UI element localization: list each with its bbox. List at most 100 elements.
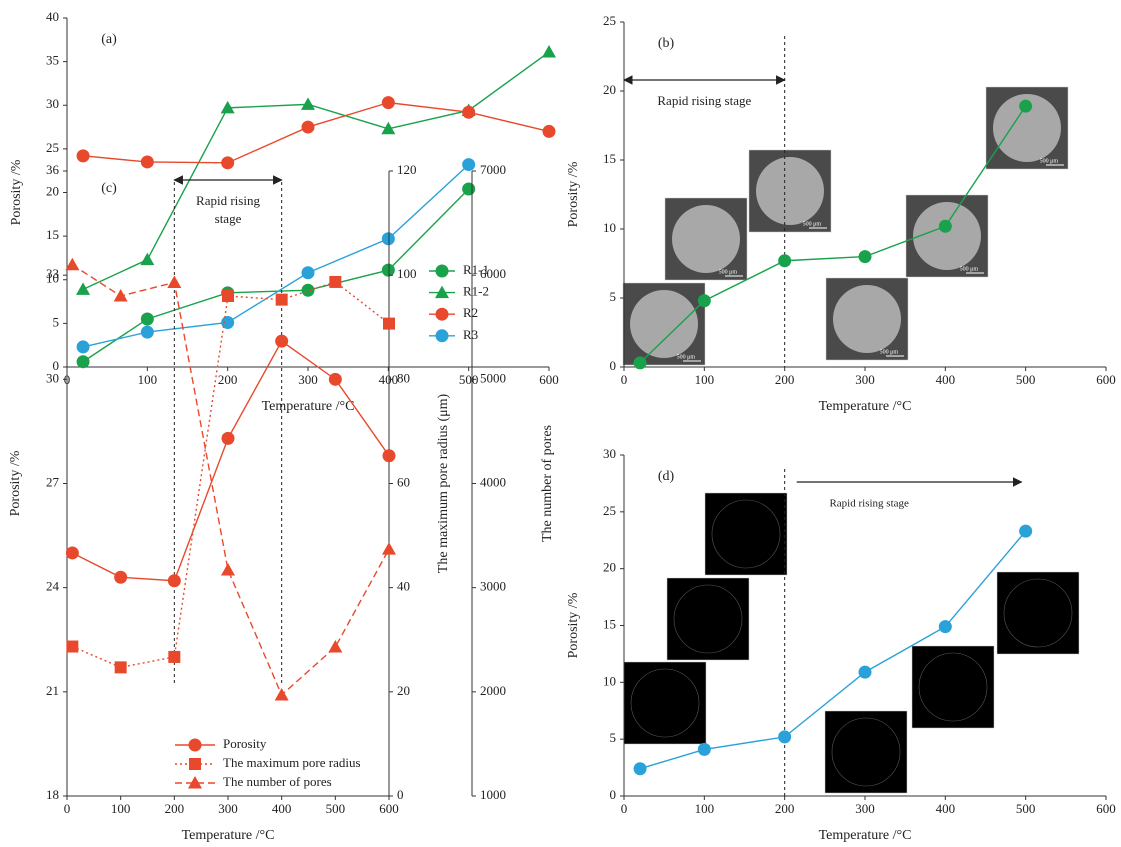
y2-tick-label: 40 — [397, 579, 410, 594]
marker-triangle — [114, 289, 128, 302]
series-line — [72, 265, 389, 695]
y-tick-label: 0 — [610, 787, 617, 802]
y3-tick-label: 2000 — [480, 683, 506, 698]
marker-square — [222, 290, 234, 302]
panel-label: (c) — [101, 181, 117, 196]
marker-circle — [141, 155, 154, 168]
image-sample — [674, 585, 742, 653]
marker-square — [276, 294, 288, 306]
y3-axis-title: The number of pores — [540, 425, 555, 542]
y-tick-label: 25 — [603, 13, 616, 28]
figure: 01002003004005006000510152025303540Poros… — [0, 0, 1121, 847]
marker-circle — [462, 183, 475, 196]
sample-image — [825, 711, 907, 793]
marker-circle — [77, 149, 90, 162]
legend-marker — [436, 308, 449, 321]
x-tick-label: 100 — [695, 372, 715, 387]
sample-image — [705, 493, 787, 575]
x-tick-label: 600 — [379, 801, 399, 816]
marker-circle — [141, 326, 154, 339]
y-axis-title: Porosity /% — [8, 450, 23, 516]
marker-circle — [778, 254, 791, 267]
marker-circle — [114, 571, 127, 584]
marker-circle — [382, 232, 395, 245]
marker-triangle — [328, 640, 342, 653]
y3-tick-label: 1000 — [480, 787, 506, 802]
marker-circle — [698, 743, 711, 756]
marker-circle — [302, 121, 315, 134]
y-tick-label: 33 — [46, 266, 59, 281]
x-tick-label: 600 — [539, 372, 559, 387]
y-tick-label: 25 — [603, 503, 616, 518]
marker-triangle — [76, 282, 90, 295]
marker-triangle — [382, 542, 396, 555]
marker-circle — [168, 574, 181, 587]
y-tick-label: 25 — [46, 140, 59, 155]
x-tick-label: 100 — [138, 372, 158, 387]
marker-square — [168, 651, 180, 663]
image-sample — [712, 500, 780, 568]
legend-marker — [189, 758, 201, 770]
y-tick-label: 5 — [53, 314, 60, 329]
marker-circle — [634, 762, 647, 775]
image-scale-label: 500 μm — [880, 349, 899, 355]
marker-circle — [859, 666, 872, 679]
sample-image — [912, 646, 994, 728]
marker-circle — [778, 730, 791, 743]
x-tick-label: 100 — [111, 801, 131, 816]
x-tick-label: 100 — [695, 801, 715, 816]
image-sample — [833, 285, 901, 353]
legend-label: R3 — [463, 327, 478, 342]
x-tick-label: 300 — [298, 372, 318, 387]
marker-square — [115, 661, 127, 673]
x-tick-label: 400 — [936, 801, 956, 816]
y-tick-label: 40 — [46, 9, 59, 24]
marker-circle — [382, 96, 395, 109]
y-tick-label: 5 — [610, 730, 617, 745]
marker-circle — [329, 373, 342, 386]
marker-square — [66, 641, 78, 653]
x-tick-label: 400 — [272, 801, 292, 816]
image-sample — [631, 669, 699, 737]
x-tick-label: 0 — [621, 372, 628, 387]
stage-annotation: Rapid rising stage — [657, 93, 751, 108]
y2-tick-label: 0 — [397, 787, 404, 802]
marker-triangle — [275, 688, 289, 701]
y-tick-label: 27 — [46, 474, 60, 489]
x-tick-label: 300 — [855, 372, 875, 387]
x-tick-label: 200 — [165, 801, 185, 816]
sample-image: 500 μm — [623, 283, 705, 365]
marker-circle — [634, 356, 647, 369]
sample-image: 500 μm — [749, 150, 831, 232]
y-tick-label: 20 — [603, 560, 616, 575]
legend-marker — [436, 265, 449, 278]
x-tick-label: 500 — [1016, 801, 1036, 816]
y-tick-label: 30 — [46, 96, 59, 111]
marker-triangle — [301, 97, 315, 110]
y-tick-label: 15 — [603, 616, 616, 631]
marker-circle — [859, 250, 872, 263]
marker-circle — [543, 125, 556, 138]
y-axis-title: Porosity /% — [566, 592, 581, 658]
stage-annotation: Rapid rising stage — [829, 498, 909, 510]
marker-circle — [275, 335, 288, 348]
x-tick-label: 600 — [1096, 372, 1116, 387]
y-tick-label: 18 — [46, 787, 59, 802]
y-tick-label: 15 — [603, 151, 616, 166]
marker-circle — [1019, 525, 1032, 538]
y2-tick-label: 80 — [397, 370, 410, 385]
marker-circle — [1019, 100, 1032, 113]
series-line — [83, 103, 549, 163]
y-tick-label: 35 — [46, 53, 59, 68]
image-sample — [630, 290, 698, 358]
x-tick-label: 500 — [1016, 372, 1036, 387]
x-tick-label: 200 — [775, 801, 795, 816]
legend-label: Porosity — [223, 736, 267, 751]
x-axis-title: Temperature /°C — [262, 399, 355, 414]
image-scale-label: 500 μm — [803, 221, 822, 227]
marker-circle — [302, 284, 315, 297]
x-tick-label: 400 — [379, 372, 399, 387]
y-tick-label: 15 — [46, 227, 59, 242]
panel-label: (a) — [101, 32, 117, 47]
y3-tick-label: 4000 — [480, 474, 506, 489]
